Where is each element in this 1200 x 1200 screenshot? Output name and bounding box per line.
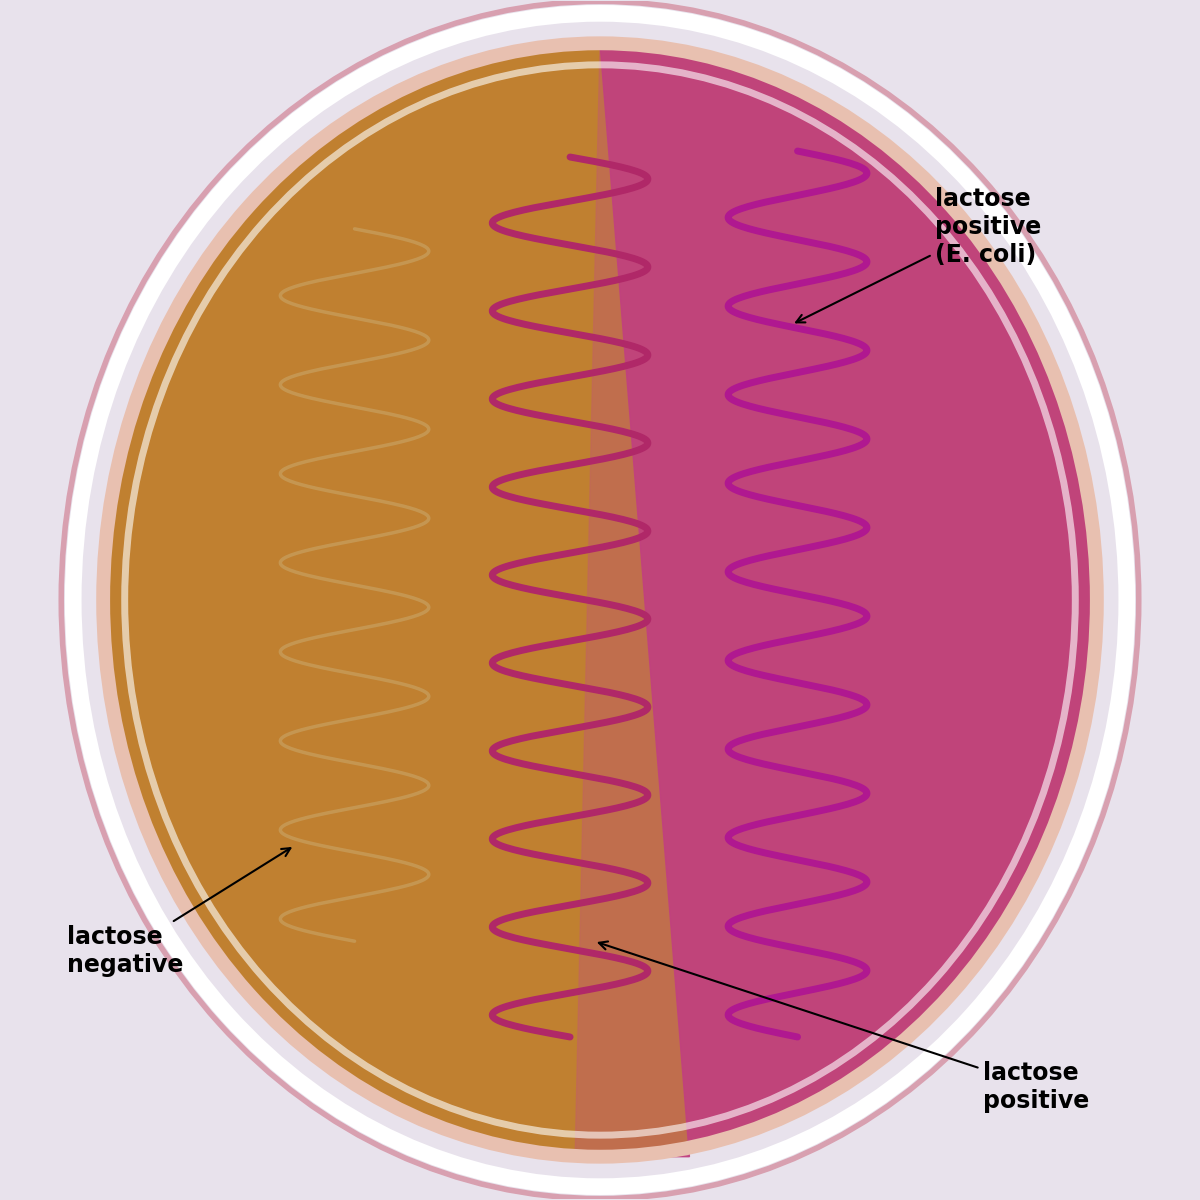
Text: lactose
negative: lactose negative — [67, 848, 290, 977]
Text: lactose
positive: lactose positive — [599, 942, 1090, 1112]
Polygon shape — [600, 43, 1097, 1157]
Text: lactose
positive
(E. coli): lactose positive (E. coli) — [796, 187, 1042, 323]
Polygon shape — [575, 43, 1097, 1157]
Ellipse shape — [103, 43, 1097, 1157]
